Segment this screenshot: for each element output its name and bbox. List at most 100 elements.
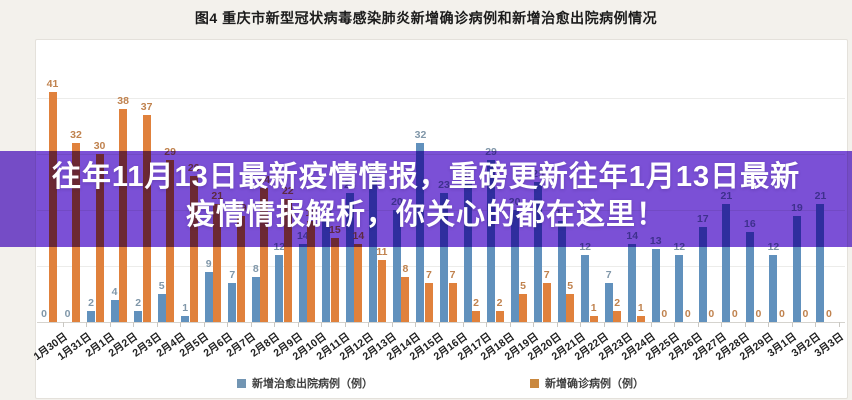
legend-label-cured: 新增治愈出院病例（例） [252, 378, 373, 390]
bar-value-label: 5 [520, 280, 526, 292]
bar-value-label: 7 [605, 268, 612, 281]
bar-confirmed-2月8日 [260, 187, 269, 322]
x-tick [580, 322, 582, 327]
bar-cured-2月21日 [557, 221, 566, 322]
bar-confirmed-2月20日 [542, 282, 551, 322]
bar-cured-2月2日 [110, 299, 119, 322]
x-tick [650, 322, 652, 327]
bar-confirmed-2月17日 [472, 310, 481, 322]
bar-cured-2月25日 [651, 249, 660, 322]
bar-cured-2月19日 [510, 210, 519, 322]
bar-value-label: 2 [473, 296, 479, 309]
bar-cured-2月10日 [298, 243, 307, 322]
bar-cured-2月29日 [745, 232, 754, 322]
bar-value-label: 5 [158, 280, 165, 292]
chart-title: 图4 重庆市新型冠状病毒感染肺炎新增确诊病例和新增治愈出院病例情况 [194, 10, 658, 26]
bar-value-label: 7 [543, 268, 550, 281]
x-tick [815, 322, 817, 327]
x-tick [439, 322, 440, 327]
bar-confirmed-2月6日 [213, 204, 222, 322]
bar-value-label: 2 [614, 296, 621, 309]
x-tick [533, 322, 535, 327]
x-tick [415, 322, 417, 327]
x-tick [368, 322, 370, 327]
bar-value-label: 0 [684, 308, 691, 320]
bar-cured-2月12日 [345, 193, 354, 322]
bar-cured-2月7日 [228, 282, 237, 322]
x-tick [768, 322, 770, 327]
legend-item-cured: 新增治愈出院病例（例） [237, 375, 373, 391]
bar-confirmed-2月14日 [401, 277, 410, 322]
bar-cured-2月11日 [322, 221, 331, 322]
bar-cured-2月9日 [275, 254, 284, 322]
bar-confirmed-2月22日 [589, 316, 598, 322]
x-tick [603, 322, 605, 327]
x-tick [391, 322, 393, 327]
bar-cured-2月3日 [134, 310, 143, 322]
bar-confirmed-2月13日 [377, 260, 386, 322]
bar-cured-2月6日 [204, 271, 213, 322]
bar-value-label: 7 [426, 268, 432, 281]
x-tick [556, 322, 558, 327]
bar-value-label: 0 [708, 308, 715, 320]
bar-confirmed-2月11日 [330, 238, 339, 322]
x-tick [627, 322, 629, 327]
bar-value-label: 1 [637, 302, 644, 315]
x-tick [791, 322, 793, 327]
x-tick [180, 322, 182, 327]
bar-value-label: 32 [70, 128, 82, 141]
x-tick [156, 322, 158, 327]
bar-value-label: 37 [140, 100, 153, 113]
legend-swatch-cured [237, 378, 246, 388]
legend-label-confirmed: 新增确诊病例（例） [545, 378, 644, 390]
bar-confirmed-2月19日 [519, 294, 528, 322]
bar-cured-2月20日 [534, 182, 543, 322]
x-tick [509, 322, 511, 327]
x-tick [297, 322, 299, 327]
bar-cured-2月14日 [392, 210, 401, 322]
bar-confirmed-2月7日 [236, 215, 245, 322]
legend-swatch-confirmed [530, 378, 539, 388]
bar-value-label: 1 [590, 302, 597, 315]
chart-legend: 新增治愈出院病例（例） 新增确诊病例（例） [0, 375, 852, 391]
bar-value-label: 8 [252, 263, 259, 276]
x-tick [86, 322, 88, 327]
x-tick [744, 322, 746, 327]
x-tick [203, 322, 205, 327]
promo-line-1: 往年11月13日最新疫情情报，重磅更新往年1月13日最新 [51, 161, 801, 193]
x-tick [486, 322, 488, 327]
bar-value-label: 1 [182, 302, 189, 315]
bar-cured-2月8日 [251, 277, 260, 322]
bar-value-label: 30 [93, 140, 106, 152]
bar-value-label: 0 [661, 308, 668, 320]
bar-value-label: 0 [755, 308, 762, 320]
x-axis-line [37, 322, 845, 323]
bar-value-label: 0 [64, 308, 71, 320]
bar-cured-2月13日 [369, 176, 378, 322]
bar-value-label: 2 [496, 296, 503, 309]
promo-overlay-band [0, 151, 852, 247]
promo-overlay-text: 往年11月13日最新疫情情报，重磅更新往年1月13日最新 疫情情报解析，你关心的… [0, 158, 852, 234]
bar-confirmed-2月24日 [636, 316, 645, 322]
bar-cured-2月26日 [675, 254, 684, 322]
bar-cured-3月2日 [792, 215, 801, 322]
bar-value-label: 11 [376, 246, 388, 259]
bar-confirmed-2月16日 [448, 282, 457, 322]
x-tick [674, 322, 676, 327]
bar-cured-2月22日 [581, 254, 590, 322]
bar-value-label: 4 [111, 285, 118, 298]
bar-value-label: 0 [731, 308, 738, 320]
x-tick [250, 322, 252, 327]
x-tick [227, 322, 229, 327]
bar-cured-2月27日 [698, 226, 707, 322]
bar-value-label: 2 [135, 296, 142, 309]
bar-confirmed-2月12日 [354, 243, 363, 322]
x-tick [839, 322, 840, 327]
bar-value-label: 7 [229, 268, 236, 281]
bar-cured-2月4日 [157, 294, 166, 322]
x-tick [321, 322, 323, 327]
bar-cured-3月1日 [769, 254, 778, 322]
bar-confirmed-2月5日 [189, 176, 198, 322]
legend-item-confirmed: 新增确诊病例（例） [530, 375, 644, 391]
bar-value-label: 0 [802, 308, 809, 320]
